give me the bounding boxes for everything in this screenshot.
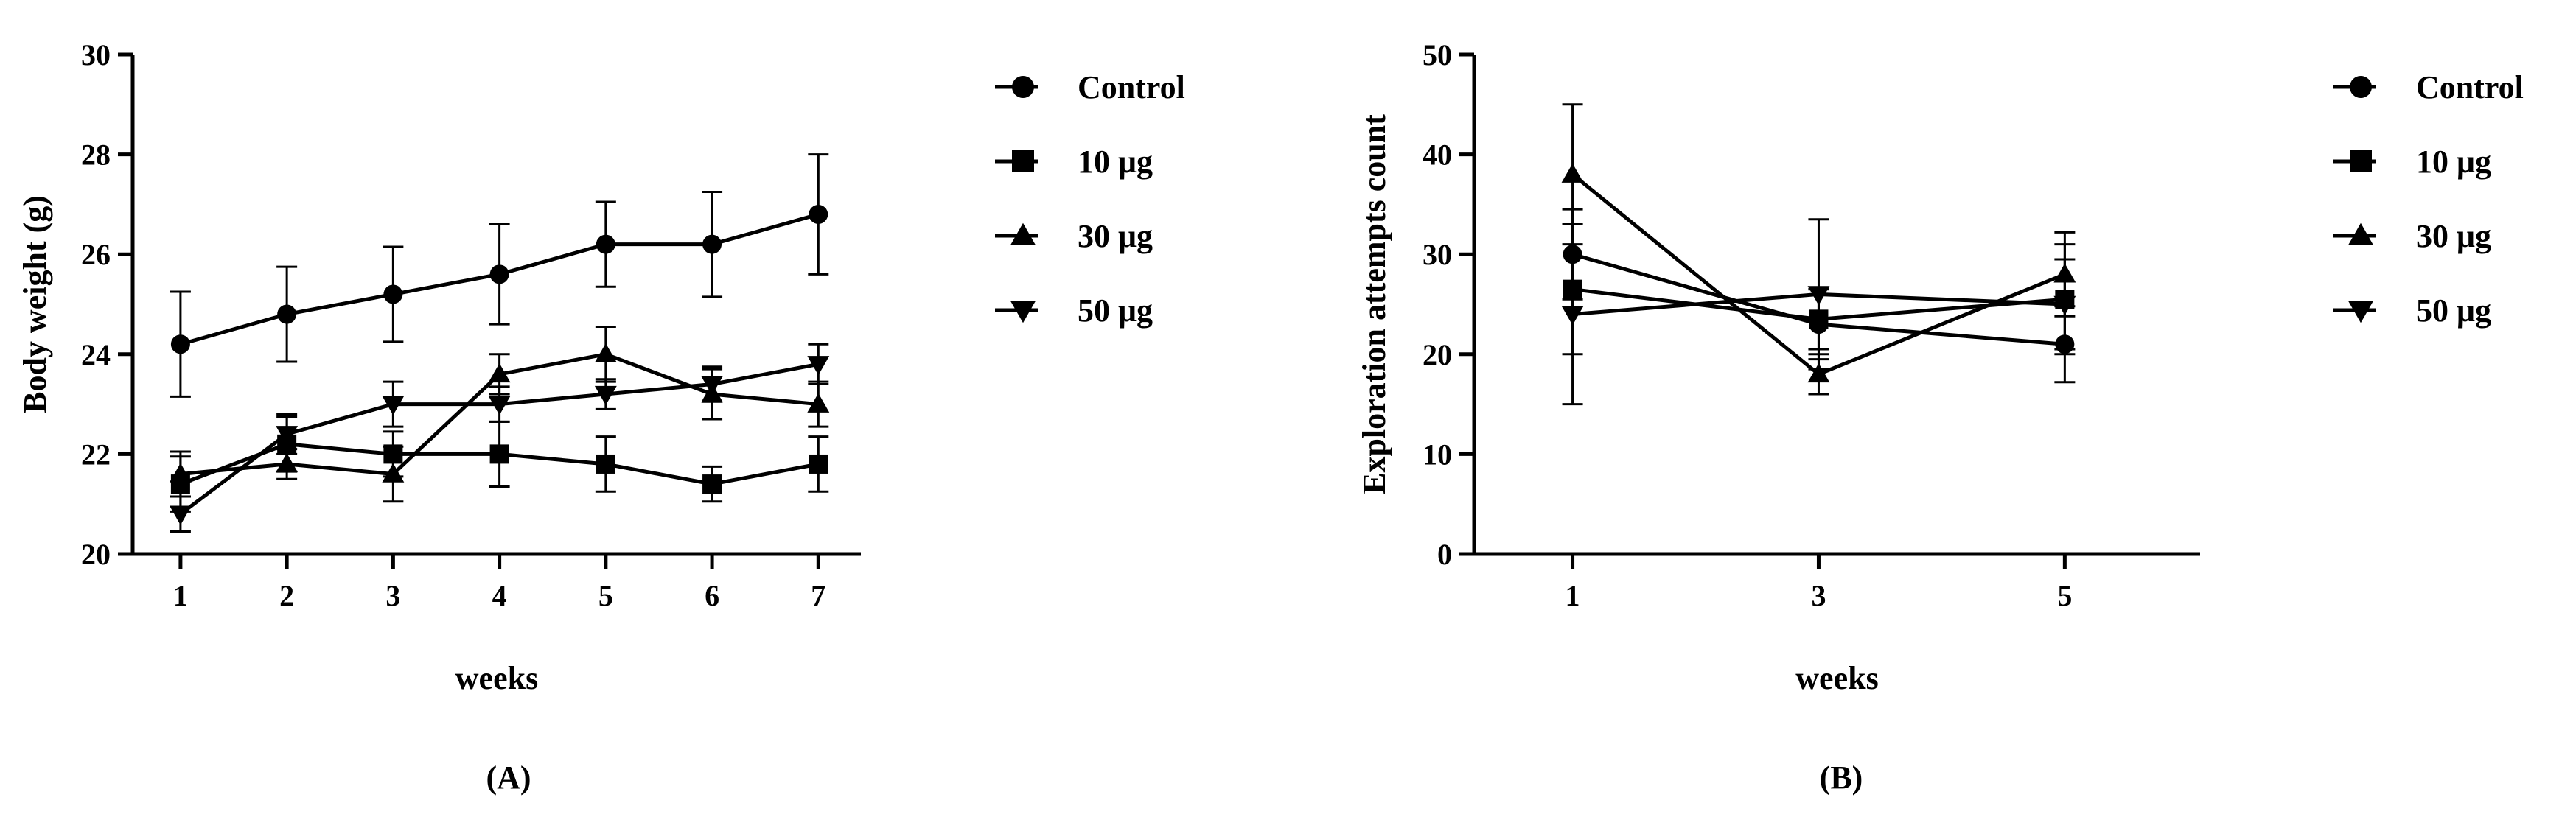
y-tick-label: 28 (81, 138, 111, 172)
data-point (382, 396, 405, 415)
panel-label: (A) (486, 760, 531, 796)
data-point (807, 393, 830, 413)
legend-item: 30 μg (995, 218, 1153, 254)
y-tick-label: 50 (1423, 38, 1452, 71)
x-tick-label: 6 (705, 579, 719, 612)
data-point (1561, 163, 1584, 183)
legend-marker (2348, 301, 2374, 323)
series-4 (1561, 218, 2076, 406)
legend-label: 30 μg (2416, 218, 2491, 254)
data-point (702, 234, 722, 254)
legend-item: 50 μg (995, 292, 1153, 329)
x-tick-label: 2 (279, 579, 294, 612)
x-tick-label: 1 (1566, 579, 1580, 612)
legend-item: 50 μg (2333, 292, 2491, 329)
data-point (596, 234, 615, 254)
legend-marker (2350, 150, 2372, 172)
legend-marker (1012, 150, 1034, 172)
x-axis-title: weeks (1795, 660, 1878, 696)
y-tick-label: 26 (81, 238, 111, 271)
legend-item: 30 μg (2333, 218, 2491, 254)
x-tick-label: 3 (385, 579, 400, 612)
data-point (382, 463, 405, 483)
legend-marker (2348, 222, 2374, 245)
y-tick-label: 30 (81, 38, 111, 71)
y-tick-label: 30 (1423, 238, 1452, 271)
legend-item: 10 μg (2333, 144, 2491, 180)
legend-label: Control (1078, 69, 1185, 105)
legend-label: Control (2416, 69, 2524, 105)
chart-panel-2: 0 10 20 30 40 50 1 3 5 weeks Exploration attempts … (1356, 38, 2524, 796)
data-point (809, 454, 828, 474)
y-tick-label: 20 (1423, 338, 1452, 371)
y-axis-title: Exploration attempts count (1356, 114, 1392, 494)
chart-panel-1: 20 22 24 26 28 30 1 2 3 4 5 6 7 weeks Body weight (g) (… (17, 38, 1185, 796)
legend-label: 50 μg (1078, 292, 1153, 329)
series-3 (1561, 103, 2076, 396)
y-tick-label: 40 (1423, 138, 1452, 172)
series-4 (169, 343, 830, 533)
y-tick-label: 0 (1437, 538, 1452, 571)
legend-label: 50 μg (2416, 292, 2491, 329)
data-point (809, 204, 828, 224)
data-point (276, 453, 299, 473)
x-tick-label: 5 (2057, 579, 2072, 612)
data-point (276, 426, 299, 446)
x-tick-label: 1 (173, 579, 188, 612)
data-point (1807, 362, 1830, 383)
data-point (169, 505, 192, 525)
data-point (702, 474, 722, 494)
legend-item: 10 μg (995, 144, 1153, 180)
legend-label: 30 μg (1078, 218, 1153, 254)
legend-item: Control (995, 69, 1185, 105)
data-point (383, 284, 403, 304)
legend: Control 10 μg 30 μg 50 μg (995, 69, 1185, 329)
data-point (489, 264, 509, 284)
x-tick-label: 7 (811, 579, 825, 612)
data-point (170, 334, 190, 354)
panel-label: (B) (1820, 760, 1863, 796)
data-point (2053, 295, 2076, 315)
y-tick-label: 24 (81, 338, 111, 371)
legend-marker (1010, 222, 1036, 245)
data-point (169, 463, 192, 483)
y-axis-title: Body weight (g) (17, 195, 53, 413)
data-point (489, 444, 509, 464)
y-tick-label: 22 (81, 438, 111, 471)
y-tick-label: 20 (81, 538, 111, 571)
x-tick-label: 5 (598, 579, 613, 612)
x-axis-title: weeks (455, 660, 538, 696)
x-tick-label: 4 (492, 579, 507, 612)
legend-label: 10 μg (2416, 144, 2491, 180)
data-point (1807, 286, 1830, 306)
data-point (1561, 306, 1584, 326)
data-point (488, 396, 511, 415)
legend-item: Control (2333, 69, 2524, 105)
x-tick-label: 3 (1811, 579, 1826, 612)
series-1 (170, 153, 829, 398)
y-tick-label: 10 (1423, 438, 1452, 471)
legend-marker (1010, 301, 1036, 323)
data-point (701, 376, 724, 396)
data-point (594, 343, 617, 363)
legend-marker (2350, 76, 2372, 98)
legend-marker (1012, 76, 1034, 98)
data-point (488, 362, 511, 383)
legend-label: 10 μg (1078, 144, 1153, 180)
legend: Control 10 μg 30 μg 50 μg (2333, 69, 2524, 329)
data-point (594, 385, 617, 405)
data-point (277, 304, 297, 324)
data-point (807, 356, 830, 376)
data-point (596, 454, 615, 474)
